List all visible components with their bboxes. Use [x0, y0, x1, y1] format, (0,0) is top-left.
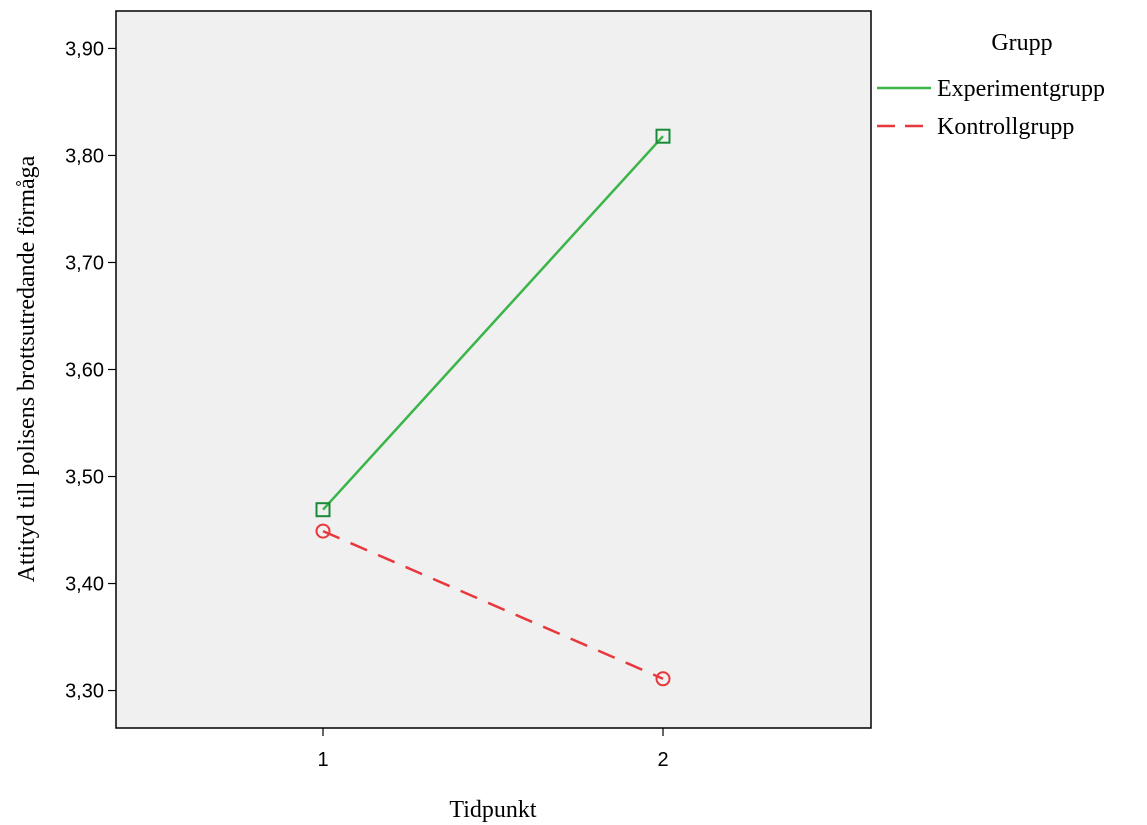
legend-label: Experimentgrupp	[937, 76, 1105, 102]
y-tick-label: 3,50	[65, 467, 104, 489]
legend-label: Kontrollgrupp	[937, 114, 1074, 140]
y-tick-label: 3,80	[65, 145, 104, 167]
x-tick-label: 2	[657, 749, 668, 771]
legend-title: Grupp	[991, 30, 1052, 56]
x-tick-label: 1	[317, 749, 328, 771]
series-markers	[315, 128, 671, 687]
data-point-circle	[315, 523, 331, 539]
series-lines	[322, 135, 664, 680]
y-tick-label: 3,90	[65, 38, 104, 60]
data-point-circle	[655, 671, 671, 687]
legend: Grupp Experimentgrupp Kontrollgrupp	[877, 30, 1105, 140]
y-tick-label: 3,30	[65, 681, 104, 703]
x-axis-label: Tidpunkt	[449, 797, 536, 823]
data-point-square	[315, 502, 331, 518]
series-line-0	[322, 135, 664, 511]
y-tick-label: 3,60	[65, 360, 104, 382]
series-line-1	[322, 529, 664, 680]
data-point-square	[655, 128, 671, 144]
y-axis: 3,30 3,40 3,50 3,60 3,70 3,80 3,90	[65, 38, 116, 703]
y-tick-label: 3,40	[65, 574, 104, 596]
y-axis-label: Attityd till polisens brottsutredande fö…	[14, 155, 40, 582]
plot-area	[115, 10, 872, 729]
y-tick-label: 3,70	[65, 252, 104, 274]
